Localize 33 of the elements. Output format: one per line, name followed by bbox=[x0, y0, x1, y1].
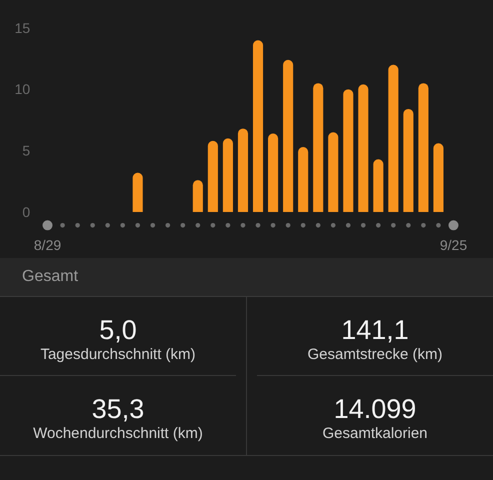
bar bbox=[238, 128, 248, 212]
x-tick-label: 9/25 bbox=[440, 236, 468, 253]
bar bbox=[343, 89, 354, 212]
bar bbox=[388, 64, 398, 212]
bar bbox=[328, 132, 338, 212]
bar bbox=[222, 138, 233, 212]
bar bbox=[403, 108, 414, 212]
bar bbox=[298, 146, 308, 212]
y-tick-label: 10 bbox=[14, 81, 30, 98]
y-tick-label: 0 bbox=[22, 204, 30, 220]
text: Tagesdurchschnitt (km) bbox=[39, 346, 197, 364]
bar bbox=[208, 140, 218, 212]
text: 141,1 bbox=[340, 315, 410, 345]
y-tick-label: 5 bbox=[22, 142, 30, 159]
text: Gesamt bbox=[22, 268, 78, 286]
bar bbox=[252, 40, 264, 212]
bar bbox=[358, 84, 368, 212]
bar bbox=[418, 83, 428, 212]
bar bbox=[283, 60, 294, 212]
y-tick-label: 15 bbox=[14, 20, 30, 36]
text: 14.099 bbox=[332, 394, 418, 424]
bar bbox=[313, 83, 324, 212]
bar bbox=[192, 180, 203, 212]
x-tick-label: 8/29 bbox=[34, 236, 62, 253]
text: 5,0 bbox=[98, 315, 138, 345]
bar bbox=[373, 159, 384, 212]
text: Gesamtstrecke (km) bbox=[306, 346, 444, 364]
bar bbox=[132, 172, 143, 212]
bar bbox=[433, 143, 444, 212]
text: Wochendurchschnitt (km) bbox=[32, 425, 204, 443]
text: 35,3 bbox=[90, 394, 146, 424]
text: Gesamtkalorien bbox=[321, 425, 429, 443]
bar bbox=[268, 133, 278, 212]
